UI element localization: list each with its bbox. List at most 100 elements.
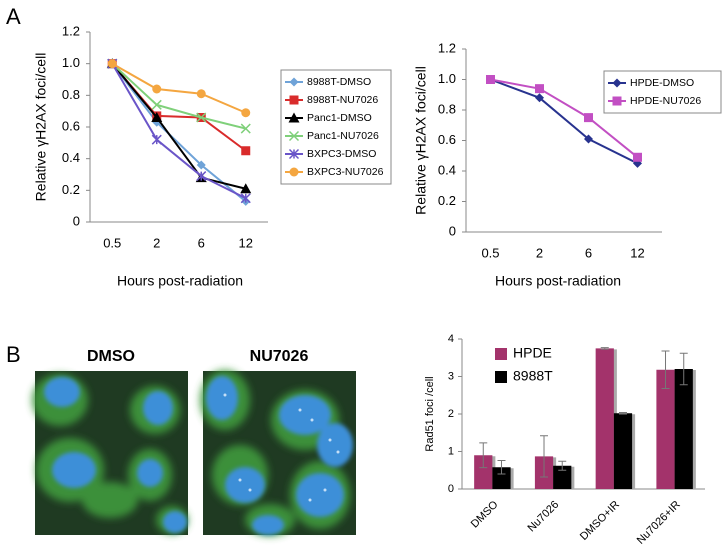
data-point bbox=[584, 134, 593, 144]
error-bar bbox=[661, 350, 670, 389]
legend-box bbox=[280, 69, 392, 185]
error-bar bbox=[479, 442, 488, 469]
x-axis-label: Hours post-radiation bbox=[117, 273, 243, 289]
data-point bbox=[240, 123, 251, 134]
legend-label: BXPC3-NU7026 bbox=[307, 166, 384, 178]
data-point bbox=[196, 160, 206, 170]
data-point bbox=[240, 193, 251, 204]
y-tick-label: 2 bbox=[448, 408, 454, 420]
data-point bbox=[633, 152, 642, 162]
bar bbox=[492, 467, 511, 489]
y-tick-label: 0.4 bbox=[438, 162, 456, 177]
series-line bbox=[111, 63, 246, 190]
legend-box bbox=[603, 70, 722, 114]
x-tick-label: 2 bbox=[536, 245, 543, 260]
legend-label: 8988T-NU7026 bbox=[307, 94, 378, 106]
data-point bbox=[152, 84, 162, 94]
legend-label: Panc1-DMSO bbox=[307, 112, 372, 124]
y-axis-label: Rad51 foci /cell bbox=[424, 376, 436, 451]
y-tick-label: 1.2 bbox=[438, 40, 456, 55]
legend-marker bbox=[289, 95, 299, 105]
series-line bbox=[490, 78, 638, 165]
data-point bbox=[241, 108, 251, 118]
legend-marker bbox=[612, 96, 622, 106]
legend-label: HPDE bbox=[513, 345, 552, 361]
x-tick-label: 12 bbox=[630, 245, 644, 260]
y-tick-label: 0.8 bbox=[438, 101, 456, 116]
data-point bbox=[151, 134, 162, 145]
bar bbox=[656, 369, 675, 489]
series-line bbox=[111, 62, 247, 114]
y-tick-label: 0 bbox=[73, 213, 80, 228]
error-bar bbox=[540, 435, 549, 478]
x-tick-label: 0.5 bbox=[103, 235, 121, 250]
y-tick-label: 0.6 bbox=[438, 132, 456, 147]
panel-label: B bbox=[6, 342, 21, 367]
error-bar bbox=[558, 460, 567, 471]
x-tick-label: DMSO bbox=[469, 498, 501, 530]
error-bar bbox=[618, 412, 627, 415]
y-tick-label: 3 bbox=[448, 370, 454, 382]
data-point bbox=[584, 113, 593, 123]
legend-marker bbox=[612, 78, 622, 88]
legend-marker bbox=[289, 77, 299, 87]
error-bar bbox=[600, 347, 609, 350]
y-tick-label: 0.2 bbox=[438, 193, 456, 208]
y-axis-label: Relative γH2AX foci/cell bbox=[33, 53, 49, 202]
bar bbox=[474, 455, 493, 489]
data-point bbox=[196, 171, 207, 182]
data-point bbox=[241, 146, 251, 156]
legend-marker bbox=[288, 112, 300, 123]
legend-marker bbox=[288, 130, 300, 142]
y-tick-label: 0.4 bbox=[62, 150, 80, 165]
data-point bbox=[535, 93, 544, 103]
series-line bbox=[111, 62, 246, 130]
x-tick-label: 2 bbox=[153, 235, 160, 250]
y-tick-label: 1 bbox=[448, 445, 454, 457]
y-tick-label: 0.2 bbox=[62, 182, 80, 197]
series-line bbox=[111, 63, 247, 203]
legend-label: BXPC3-DMSO bbox=[307, 148, 376, 160]
bar bbox=[553, 465, 572, 489]
error-bar bbox=[679, 352, 688, 386]
error-bar bbox=[497, 460, 506, 475]
micrograph bbox=[32, 371, 188, 535]
series-line bbox=[490, 78, 639, 159]
legend-label: HPDE-NU7026 bbox=[630, 95, 701, 107]
legend-swatch bbox=[495, 371, 507, 383]
x-tick-label: 6 bbox=[198, 235, 205, 250]
data-point bbox=[240, 183, 252, 194]
x-axis-label: Hours post-radiation bbox=[495, 273, 621, 289]
y-tick-label: 0 bbox=[449, 223, 456, 238]
panel-label: A bbox=[6, 4, 21, 29]
data-point bbox=[196, 89, 206, 99]
y-tick-label: 0 bbox=[448, 483, 454, 495]
legend-label: 8988T bbox=[513, 368, 553, 384]
image-label: DMSO bbox=[87, 348, 135, 365]
x-tick-label: Nu7026 bbox=[526, 499, 562, 535]
series-line bbox=[111, 63, 247, 200]
data-point bbox=[151, 112, 163, 122]
y-tick-label: 1.2 bbox=[62, 23, 80, 38]
data-point bbox=[151, 99, 162, 110]
bar bbox=[674, 369, 693, 489]
bar bbox=[595, 348, 614, 489]
data-point bbox=[107, 59, 117, 69]
image-label: NU7026 bbox=[250, 348, 309, 365]
y-axis-label: Relative γH2AX foci/cell bbox=[413, 66, 429, 215]
y-tick-label: 4 bbox=[448, 333, 454, 345]
legend-label: 8988T-DMSO bbox=[307, 76, 371, 88]
data-point bbox=[535, 84, 544, 94]
y-tick-label: 0.8 bbox=[62, 87, 80, 102]
y-tick-label: 1.0 bbox=[62, 55, 80, 70]
y-tick-label: 0.6 bbox=[62, 118, 80, 133]
legend-label: Panc1-NU7026 bbox=[307, 130, 379, 142]
x-tick-label: 12 bbox=[239, 235, 253, 250]
x-tick-label: 0.5 bbox=[481, 245, 499, 260]
data-point bbox=[196, 112, 207, 123]
series-line bbox=[111, 63, 247, 152]
x-tick-label: 6 bbox=[585, 245, 592, 260]
micrograph bbox=[200, 370, 356, 536]
legend-marker bbox=[289, 167, 299, 177]
